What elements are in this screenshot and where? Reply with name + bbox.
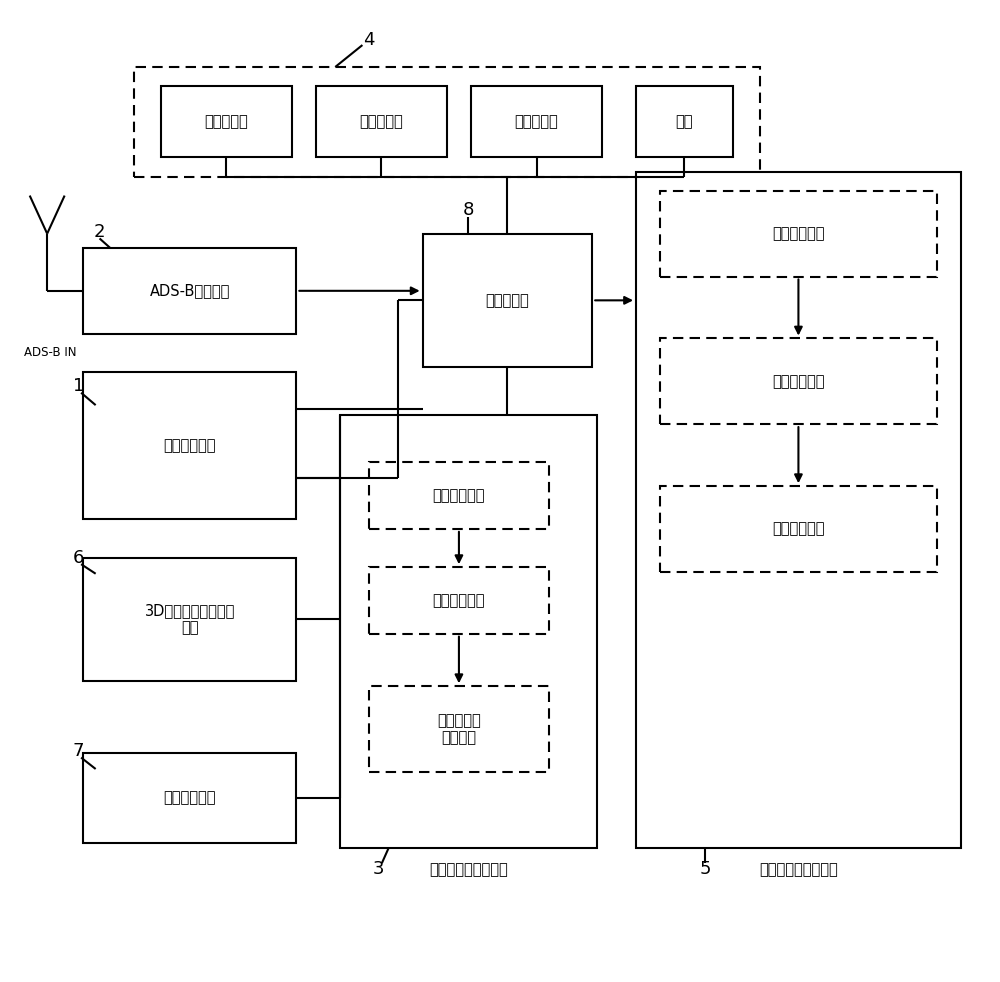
Text: 无人机平台仿真模块: 无人机平台仿真模块 — [429, 862, 508, 877]
Bar — [636, 86, 733, 157]
Text: 1: 1 — [73, 377, 84, 395]
Bar — [161, 86, 292, 157]
Text: 系统数据池: 系统数据池 — [486, 293, 529, 307]
Text: ADS-B数据模块: ADS-B数据模块 — [150, 284, 230, 299]
Text: 飞行控制模块: 飞行控制模块 — [433, 593, 485, 608]
Text: ADS-B IN: ADS-B IN — [24, 347, 76, 359]
Text: 环境感知算法: 环境感知算法 — [772, 226, 825, 242]
Text: 系统评估模块: 系统评估模块 — [164, 791, 216, 805]
Bar — [83, 372, 296, 519]
Text: 感知与规避算法模块: 感知与规避算法模块 — [759, 862, 838, 877]
Text: 4: 4 — [363, 31, 375, 49]
Bar — [660, 486, 937, 572]
Text: 红外仿真器: 红外仿真器 — [359, 114, 403, 130]
Bar — [636, 172, 961, 848]
Text: 光电仿真器: 光电仿真器 — [204, 114, 248, 130]
Bar — [660, 191, 937, 277]
Text: 雷达仿真器: 雷达仿真器 — [515, 114, 558, 130]
Bar — [369, 567, 549, 633]
Bar — [83, 558, 296, 682]
Text: 其他: 其他 — [676, 114, 693, 130]
Text: 6: 6 — [73, 549, 84, 567]
Bar — [369, 686, 549, 772]
Bar — [316, 86, 447, 157]
Text: 任务规划模块: 任务规划模块 — [433, 488, 485, 503]
Bar — [83, 753, 296, 844]
Bar — [340, 414, 597, 848]
Text: 7: 7 — [72, 741, 84, 760]
Text: 飞行器平台
仿真模块: 飞行器平台 仿真模块 — [437, 713, 481, 745]
Bar — [423, 234, 592, 367]
Text: 规避算法模块: 规避算法模块 — [772, 521, 825, 536]
Bar — [660, 339, 937, 424]
Text: 系统配置模块: 系统配置模块 — [164, 438, 216, 453]
Bar — [369, 463, 549, 529]
Text: 3: 3 — [373, 860, 385, 878]
Text: 2: 2 — [94, 223, 105, 241]
Text: 8: 8 — [462, 201, 474, 219]
Text: 3D实时仿真场景显示
模块: 3D实时仿真场景显示 模块 — [145, 603, 235, 635]
Bar — [83, 247, 296, 334]
Bar — [134, 67, 760, 177]
Text: 威胁评估模块: 威胁评估模块 — [772, 374, 825, 389]
Text: 5: 5 — [699, 860, 711, 878]
Bar — [471, 86, 602, 157]
